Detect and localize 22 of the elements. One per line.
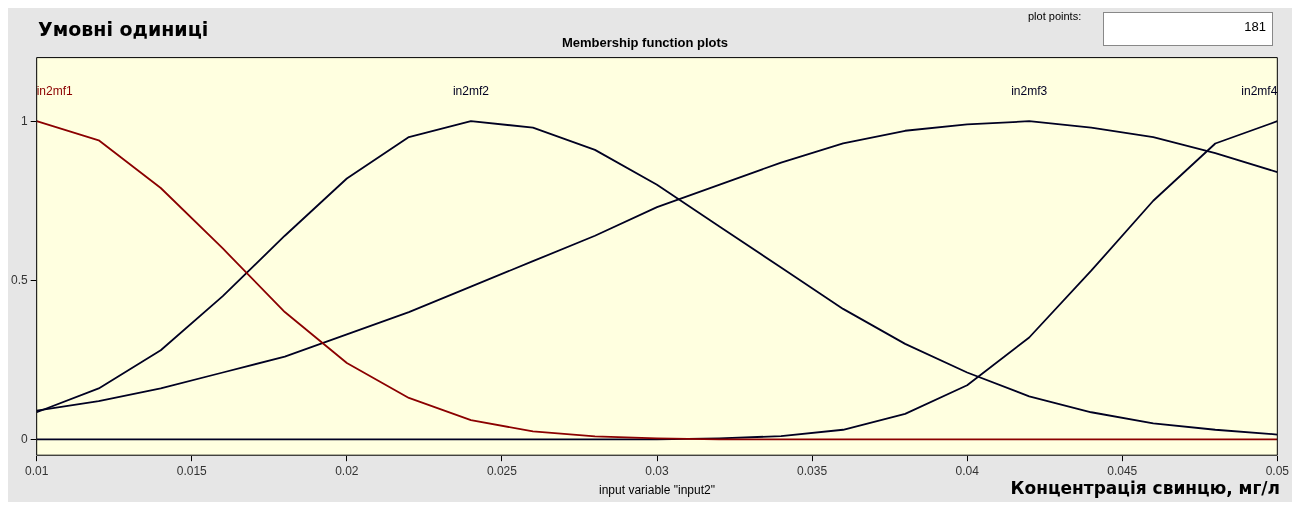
text-field: 181: [1103, 12, 1273, 46]
x-tick-label: 0.05: [1265, 463, 1290, 478]
x-tick-label: 0.045: [1107, 463, 1138, 478]
text: Концентрація свинцю, мг/л: [1010, 478, 1280, 498]
series-label: in2mf4: [1241, 83, 1278, 98]
y-tick-label: 0: [20, 431, 28, 446]
x-tick-label: 0.025: [486, 463, 518, 478]
chart-title: Membership function plots: [561, 35, 729, 51]
x-tick-label: 0.01: [25, 463, 49, 478]
x-tick-label: 0.03: [645, 463, 669, 478]
x-tick-label: 0.035: [797, 463, 828, 478]
text: in2mf3: [1011, 83, 1048, 98]
y-tick-label: 0.5: [10, 272, 28, 287]
y-axis-title: Умовні одиниці: [38, 18, 209, 40]
series-label: in2mf1: [36, 83, 74, 98]
x-tick-label: 0.02: [335, 463, 359, 478]
text: in2mf2: [452, 83, 490, 98]
text: plot points:: [1028, 10, 1082, 22]
x-tick-label: 0.04: [955, 463, 980, 478]
x-tick-label: 0.015: [176, 463, 208, 478]
x-axis-title: input variable "input2": [599, 483, 715, 498]
y-tick-label: 1: [20, 113, 28, 128]
